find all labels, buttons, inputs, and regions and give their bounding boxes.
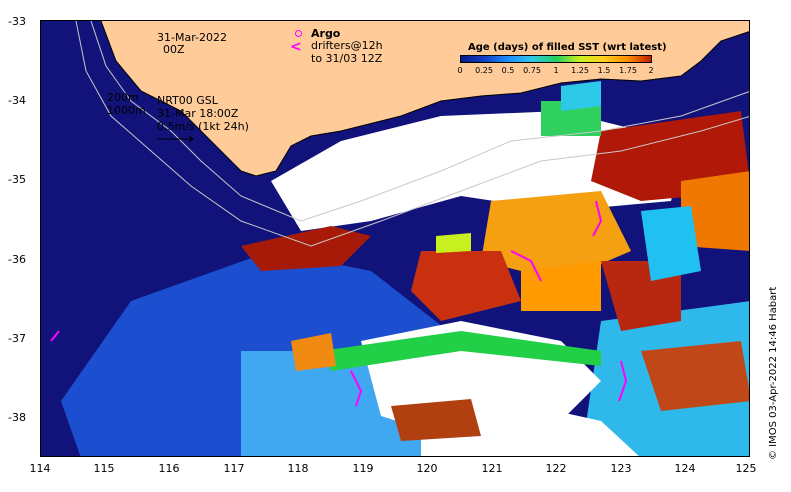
x-tick-label: 115	[93, 462, 115, 475]
x-tick-label: 121	[481, 462, 503, 475]
velocity-scale-arrow	[157, 135, 194, 143]
colorbar-tick: 0.25	[475, 66, 493, 75]
sst-green-north	[541, 101, 601, 136]
nrt-product-label: NRT00 GSL	[157, 94, 218, 107]
x-tick-label: 118	[287, 462, 309, 475]
sst-brown-south	[391, 399, 481, 441]
coastline	[100, 21, 749, 177]
isobath-1000m	[75, 21, 749, 247]
sst-orange-west	[291, 333, 336, 371]
sst-orange-mid	[521, 261, 601, 311]
x-tick-label: 124	[674, 462, 696, 475]
sst-lime-patch	[436, 233, 471, 253]
x-tick-label: 123	[610, 462, 632, 475]
sst-orange-central	[481, 191, 631, 281]
sst-red-central	[411, 251, 521, 321]
drifter-track-4	[510, 250, 542, 282]
x-tick-label: 117	[223, 462, 245, 475]
colorbar-tick: 0.5	[501, 66, 515, 75]
colorbar-tick: 1.75	[619, 66, 637, 75]
drifter-track-2	[618, 360, 628, 402]
time-label: 00Z	[163, 43, 185, 56]
y-tick-label: -36	[8, 253, 26, 266]
x-tick-label: 120	[416, 462, 438, 475]
sst-darkred-shelf	[241, 226, 371, 271]
drifters-legend-period: to 31/03 12Z	[311, 52, 383, 65]
x-tick-label: 125	[735, 462, 757, 475]
colorbar	[460, 55, 652, 63]
colorbar-tick: 1.5	[597, 66, 611, 75]
sst-cyan-east	[641, 206, 701, 281]
sst-orange-east	[681, 171, 749, 251]
drifter-track-1	[592, 200, 603, 237]
nrt-scale-label: 0.5m/s (1kt 24h)	[157, 120, 249, 133]
colorbar-tick: 0	[457, 66, 463, 75]
sst-green-band	[321, 331, 601, 371]
drifter-track-3	[50, 330, 60, 342]
colorbar-title: Age (days) of filled SST (wrt latest)	[468, 42, 667, 53]
y-tick-label: -34	[8, 94, 26, 107]
colorbar-tick: 1	[553, 66, 559, 75]
drifters-legend-label: drifters@12h	[311, 39, 383, 52]
colorbar-tick: 1.25	[571, 66, 589, 75]
x-tick-label: 114	[29, 462, 51, 475]
colorbar-tick: 2	[648, 66, 654, 75]
argo-legend-label: Argo	[311, 27, 341, 40]
y-tick-label: -37	[8, 332, 26, 345]
cloud-region-south	[421, 401, 639, 456]
drifter-chevron-icon: <	[290, 39, 302, 55]
copyright-credit: © IMOS 03-Apr-2022 14:46 Habart	[768, 286, 779, 460]
isobath-200m	[90, 21, 749, 222]
sst-map-canvas	[41, 21, 749, 456]
date-label: 31-Mar-2022	[157, 31, 227, 44]
sst-cyan-north	[561, 81, 601, 111]
sst-brown-southeast	[641, 341, 749, 411]
depth-1000-label: 1000m	[107, 104, 146, 117]
y-tick-label: -35	[8, 173, 26, 186]
x-tick-label: 122	[545, 462, 567, 475]
nrt-time-label: 31-Mar 18:00Z	[157, 107, 239, 120]
colorbar-tick: 0.75	[523, 66, 541, 75]
drifter-track-5	[350, 370, 363, 407]
y-tick-label: -33	[8, 15, 26, 28]
argo-circle-icon	[295, 30, 302, 37]
x-tick-label: 119	[352, 462, 374, 475]
y-tick-label: -38	[8, 411, 26, 424]
x-tick-label: 116	[158, 462, 180, 475]
depth-200-label: 200m	[107, 91, 139, 104]
sst-map[interactable]	[40, 20, 750, 457]
